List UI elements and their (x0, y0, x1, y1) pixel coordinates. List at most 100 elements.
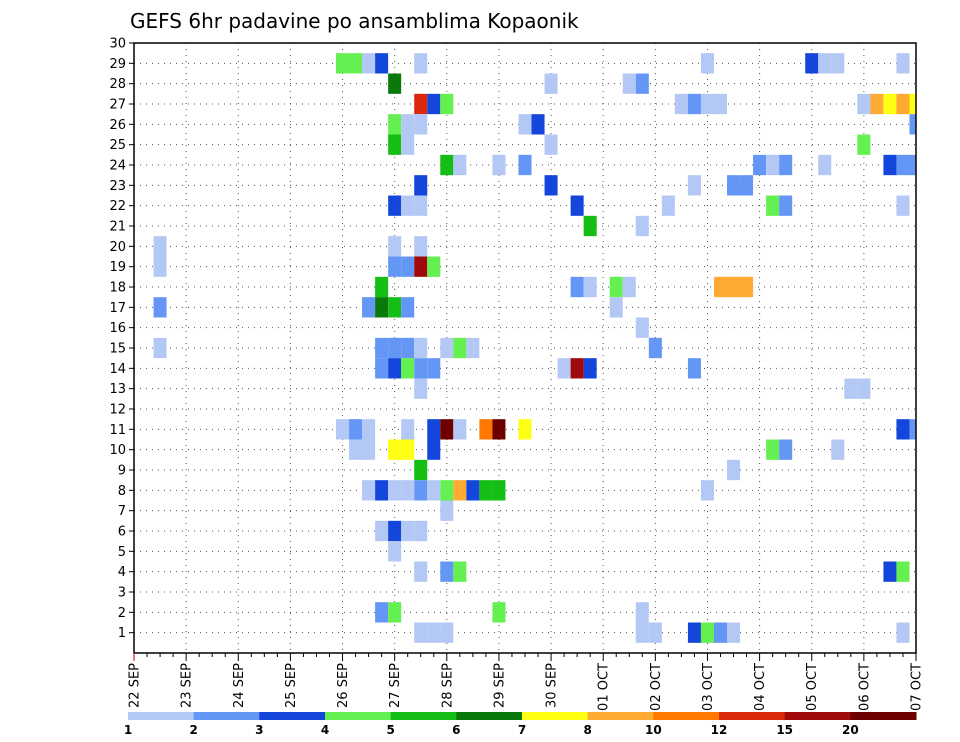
heatmap-cell (609, 276, 623, 298)
heatmap-cell (414, 520, 428, 542)
x-tick-label: 03 OCT (701, 663, 716, 711)
heatmap-cell (375, 53, 389, 74)
legend-label: 7 (518, 723, 526, 737)
heatmap-cell (570, 358, 584, 379)
heatmap-cell (375, 297, 389, 318)
heatmap-cell (414, 236, 428, 257)
heatmap-cell (687, 358, 701, 379)
heatmap-cell (635, 215, 649, 237)
heatmap-cell (583, 215, 597, 237)
heatmap-cell (388, 236, 402, 257)
heatmap-cell (153, 236, 167, 257)
y-tick-label: 3 (118, 586, 126, 601)
heatmap-cell (414, 195, 428, 216)
heatmap-cell (766, 195, 780, 216)
heatmap-cell (909, 154, 916, 176)
heatmap-cell (388, 256, 402, 277)
heatmap-cell (857, 378, 871, 399)
heatmap-cell (570, 195, 584, 216)
heatmap-cell (635, 73, 649, 94)
heatmap-cell (727, 622, 741, 643)
y-tick-label: 8 (118, 484, 126, 499)
heatmap-cell (492, 419, 506, 440)
heatmap-cell (388, 114, 402, 135)
y-tick-label: 9 (118, 464, 126, 479)
y-tick-label: 11 (109, 423, 126, 438)
y-tick-label: 12 (109, 403, 126, 418)
heatmap-cell (414, 53, 428, 74)
heatmap-cell (336, 419, 350, 440)
heatmap-cell (427, 439, 441, 460)
y-axis: 1234567891011121314151617181920212223242… (109, 37, 134, 641)
legend-label: 2 (189, 723, 197, 737)
y-tick-label: 27 (109, 98, 126, 113)
heatmap-cell (362, 53, 376, 74)
heatmap-cell (427, 256, 441, 277)
heatmap-cell (375, 480, 389, 501)
heatmap-cell (779, 154, 793, 176)
legend-swatch (850, 712, 917, 720)
heatmap-cell (713, 622, 728, 643)
y-tick-label: 13 (109, 382, 126, 397)
heatmap-cell (518, 114, 532, 135)
heatmap-cell (896, 195, 910, 216)
y-tick-label: 26 (109, 118, 126, 133)
chart-title: GEFS 6hr padavine po ansamblima Kopaonik (130, 9, 579, 33)
heatmap-cell (453, 561, 467, 582)
heatmap-cell (818, 154, 832, 176)
heatmap-cell (700, 622, 714, 643)
heatmap-cell (388, 480, 402, 501)
y-tick-label: 5 (118, 545, 126, 560)
heatmap-cell (375, 602, 389, 623)
heatmap-cell (857, 93, 871, 115)
color-legend: 1 2 3 4 5 6 7 8 10 12 15 20 (124, 712, 917, 737)
heatmap-cell (700, 480, 714, 501)
x-tick-label: 02 OCT (649, 663, 664, 711)
heatmap-cell (518, 154, 532, 176)
heatmap-cell (153, 256, 167, 277)
y-tick-label: 22 (109, 199, 126, 214)
heatmap-cell (349, 53, 363, 74)
heatmap-cell (375, 358, 389, 379)
heatmap-cell (713, 93, 728, 115)
heatmap-cell (362, 297, 376, 318)
heatmap-cell (362, 439, 376, 460)
heatmap-cell (388, 358, 402, 379)
heatmap-cell (687, 93, 701, 115)
heatmap-cell (883, 154, 897, 176)
y-tick-label: 18 (109, 281, 126, 296)
heatmap-cell (153, 337, 167, 359)
legend-label: 20 (842, 723, 859, 737)
heatmap-cell (609, 297, 623, 318)
heatmap-cell (544, 175, 558, 196)
x-tick-label: 06 OCT (857, 663, 872, 711)
heatmap-cell (727, 459, 741, 481)
x-tick-label: 07 OCT (910, 663, 925, 711)
x-tick-label: 23 SEP (180, 663, 195, 708)
legend-label: 10 (645, 723, 662, 737)
x-tick-label: 04 OCT (753, 663, 768, 711)
heatmap-cell (414, 480, 428, 501)
heatmap-cell (453, 154, 467, 176)
x-tick-label: 29 SEP (492, 663, 507, 708)
legend-swatch (653, 712, 720, 720)
y-tick-label: 28 (109, 77, 126, 92)
heatmap-cell (557, 358, 571, 379)
heatmap-cell (362, 480, 376, 501)
y-tick-label: 1 (118, 626, 126, 641)
heatmap-cell (388, 337, 402, 359)
x-tick-label: 01 OCT (597, 663, 612, 711)
legend-swatch (325, 712, 392, 720)
heatmap-cell (909, 93, 916, 115)
heatmap-cell (583, 276, 597, 298)
heatmap-cell (414, 256, 428, 277)
x-tick-label: 24 SEP (232, 663, 247, 708)
heatmap-cell (375, 337, 389, 359)
heatmap-cell (818, 53, 832, 74)
heatmap-cell (687, 622, 701, 643)
heatmap-cell (805, 53, 819, 74)
heatmap-cells (153, 53, 916, 643)
legend-swatch (259, 712, 326, 720)
legend-swatch (456, 712, 523, 720)
heatmap-cell (479, 480, 493, 501)
